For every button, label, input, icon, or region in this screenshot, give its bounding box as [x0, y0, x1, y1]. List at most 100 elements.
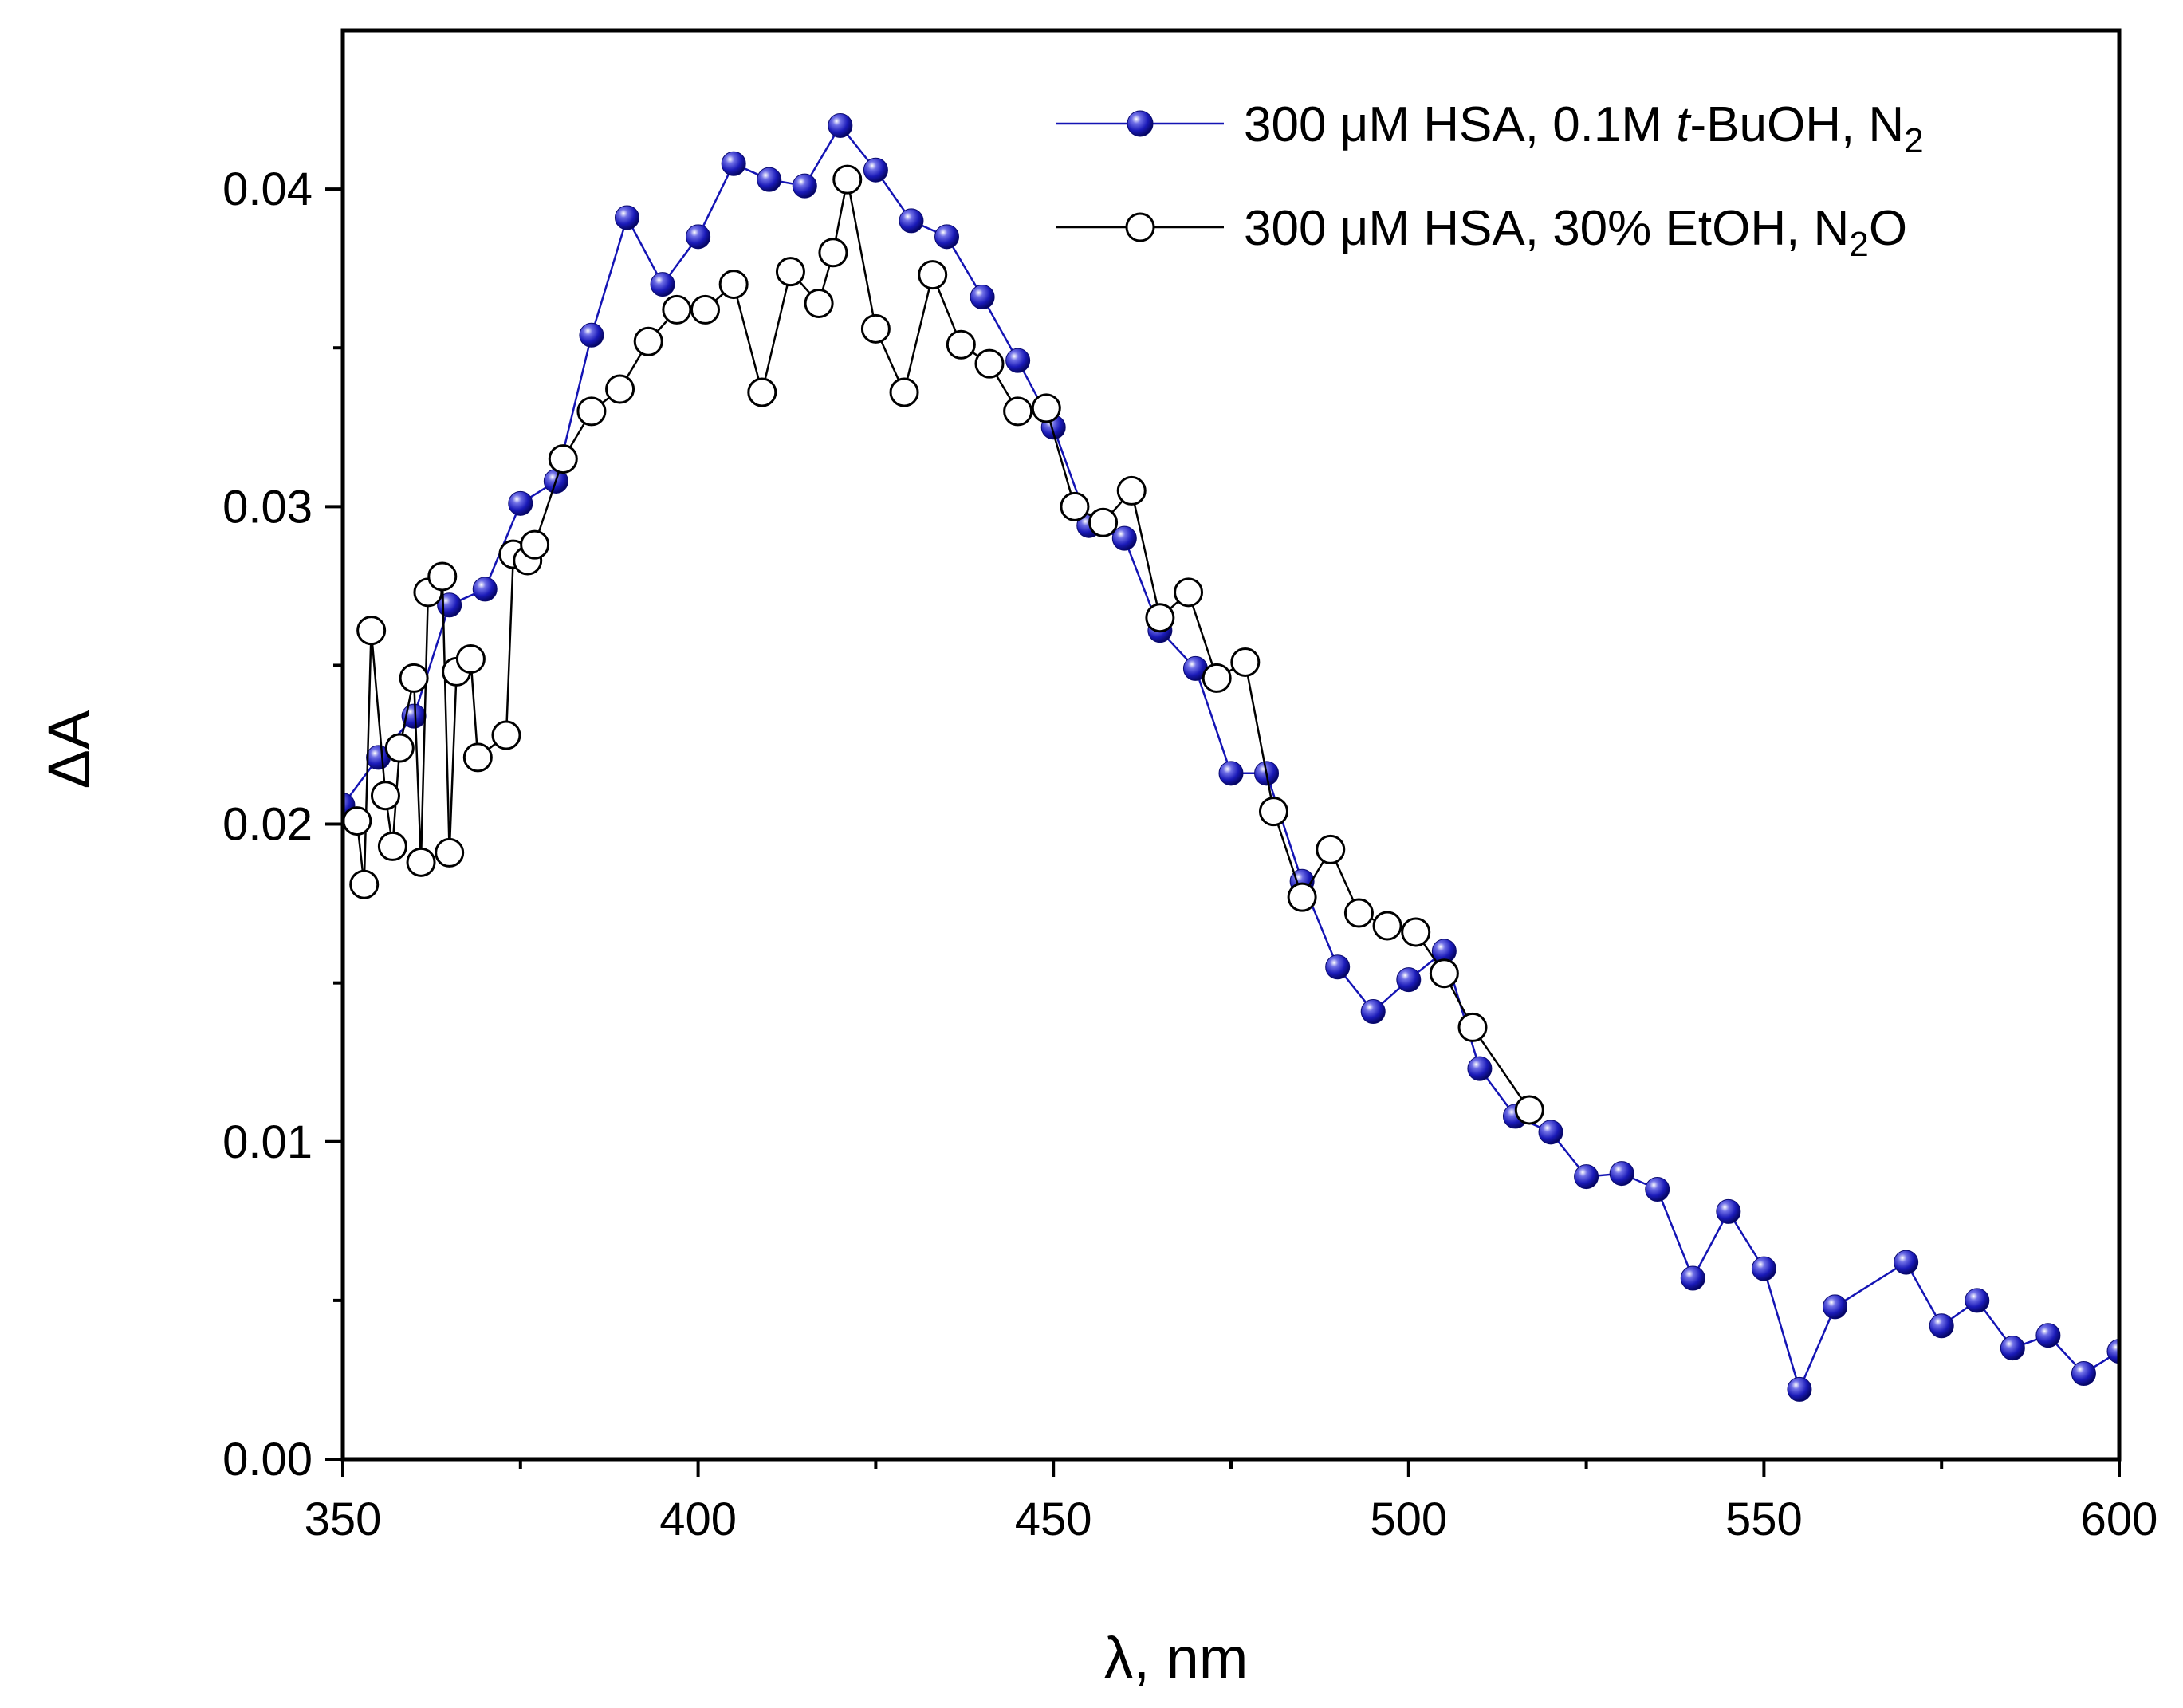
legend-text-part: 300 μM HSA, 30% EtOH, N — [1244, 201, 1849, 256]
data-point — [1325, 954, 1351, 980]
data-point — [775, 257, 805, 287]
x-tick-label: 600 — [2081, 1494, 2158, 1545]
series-1-line — [343, 124, 2119, 1393]
data-point — [349, 869, 380, 899]
data-point — [792, 173, 817, 199]
data-point — [747, 377, 777, 407]
data-point — [1429, 958, 1459, 989]
data-point — [818, 238, 848, 268]
data-point — [1609, 1161, 1634, 1187]
data-point — [662, 294, 692, 325]
data-point — [1202, 663, 1232, 693]
data-point — [1145, 603, 1175, 633]
data-point — [384, 733, 415, 763]
data-point — [377, 831, 407, 861]
data-point — [721, 151, 746, 176]
y-axis-title: ΔA — [36, 710, 102, 789]
data-point — [1116, 475, 1147, 506]
data-point — [690, 294, 721, 325]
data-point — [1823, 1294, 1848, 1320]
data-point — [1929, 1313, 1954, 1339]
legend-subscript: 2 — [1904, 121, 1923, 160]
data-point — [757, 167, 782, 192]
data-point — [650, 272, 675, 297]
y-tick-label: 0.02 — [222, 799, 313, 851]
data-point — [718, 270, 749, 300]
data-point — [863, 157, 888, 183]
data-point — [1396, 967, 1422, 993]
data-point — [370, 781, 400, 811]
data-point — [427, 561, 458, 592]
legend-label: 300 μM HSA, 30% EtOH, N2O — [1244, 201, 1907, 264]
data-point — [2036, 1323, 2061, 1348]
data-point — [1467, 1056, 1493, 1081]
data-point — [946, 329, 976, 360]
x-tick-label: 550 — [1725, 1494, 1803, 1545]
data-point — [1174, 577, 1204, 608]
data-point — [1031, 393, 1061, 423]
data-point — [406, 847, 436, 877]
data-point — [1258, 797, 1288, 827]
legend-item-2: 300 μM HSA, 30% EtOH, N2O — [1056, 201, 1907, 264]
data-point — [1401, 917, 1431, 947]
data-point — [1457, 1012, 1488, 1042]
data-point — [462, 742, 493, 773]
data-point — [356, 616, 387, 646]
data-point — [614, 205, 639, 230]
data-point — [804, 288, 834, 318]
data-point — [1316, 834, 1346, 864]
legend-subscript: 2 — [1849, 225, 1868, 264]
legend-text-part: O — [1869, 201, 1907, 256]
data-point — [1645, 1177, 1670, 1202]
data-point — [520, 529, 550, 560]
data-point — [860, 313, 891, 344]
data-point — [1716, 1198, 1741, 1224]
series-layer — [343, 112, 2119, 1402]
data-point — [1372, 911, 1402, 941]
data-point — [899, 208, 924, 234]
x-tick-label: 500 — [1370, 1494, 1447, 1545]
data-point — [889, 377, 919, 407]
data-point — [343, 806, 372, 836]
data-point — [970, 285, 995, 310]
data-point — [686, 224, 711, 250]
data-point — [1060, 491, 1090, 521]
legend-label: 300 μM HSA, 0.1M t-BuOH, N2 — [1244, 97, 1924, 160]
data-point — [832, 164, 863, 195]
data-point — [1343, 898, 1374, 928]
series-2 — [343, 164, 1544, 1125]
data-point — [1218, 761, 1244, 786]
legend-text-part: t — [1676, 97, 1692, 152]
data-point — [828, 112, 853, 138]
data-point — [576, 396, 607, 427]
data-point — [918, 260, 948, 290]
data-point — [605, 374, 635, 404]
data-point — [1287, 882, 1317, 912]
data-point — [1514, 1095, 1544, 1125]
data-point — [491, 720, 521, 750]
data-point — [2071, 1360, 2096, 1386]
legend-marker — [1127, 110, 1154, 137]
data-point — [399, 663, 429, 693]
legend-text-part: -BuOH, N — [1690, 97, 1905, 152]
data-point — [1894, 1250, 1919, 1275]
data-point — [1574, 1164, 1599, 1190]
data-point — [1751, 1256, 1776, 1281]
data-point — [1003, 396, 1033, 427]
series-2-line — [356, 179, 1531, 1111]
data-point — [1965, 1288, 1990, 1313]
ticks-layer: 350 400 450 500 550 600 0.00 0.01 0.02 0.03 0.04 — [222, 163, 2157, 1545]
data-point — [1088, 507, 1119, 537]
data-point — [1005, 348, 1031, 373]
data-point — [435, 837, 465, 868]
data-point — [1787, 1376, 1812, 1402]
legend-text-part: 300 μM HSA, 0.1M — [1244, 97, 1676, 152]
x-axis-title: λ, nm — [1104, 1625, 1249, 1691]
data-point — [508, 490, 533, 516]
x-tick-label: 350 — [305, 1494, 382, 1545]
data-point — [934, 224, 960, 250]
data-point — [548, 444, 578, 474]
